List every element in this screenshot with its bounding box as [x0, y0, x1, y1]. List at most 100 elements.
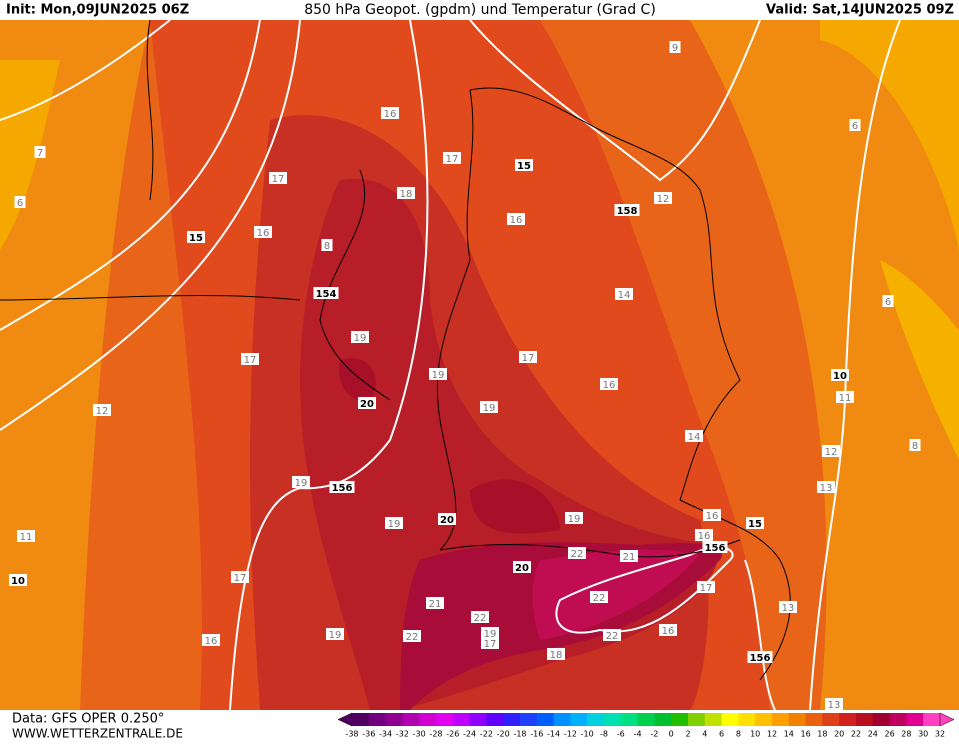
- contour-label: 19: [484, 629, 497, 640]
- label-box: [351, 331, 369, 343]
- colorbar-label: 6: [719, 730, 724, 739]
- label-box: [620, 550, 638, 562]
- colorbar-label: -2: [650, 730, 658, 739]
- colorbar-label: 32: [935, 730, 945, 739]
- contour-label: 19: [388, 519, 401, 530]
- contour-label: 9: [672, 43, 678, 54]
- contour-label: 6: [885, 297, 891, 308]
- contour-label: 154: [316, 289, 337, 300]
- colorbar-bin: [436, 713, 454, 726]
- colorbar-label: 30: [918, 730, 928, 739]
- label-box: [654, 192, 672, 204]
- label-box: [480, 401, 498, 413]
- label-box: [358, 397, 376, 409]
- contour-label: 12: [825, 447, 838, 458]
- colorbar-bin: [553, 713, 571, 726]
- colorbar-bin: [503, 713, 521, 726]
- colorbar-label: 2: [685, 730, 690, 739]
- contour-label: 22: [606, 631, 619, 642]
- label-box: [547, 648, 565, 660]
- colorbar-bin: [872, 713, 891, 726]
- contour-label: 18: [400, 189, 413, 200]
- colorbar-label: 14: [784, 730, 794, 739]
- label-box: [269, 172, 287, 184]
- contour-label: 8: [912, 441, 918, 452]
- label-box: [817, 481, 835, 493]
- colorbar-bin: [469, 713, 487, 726]
- contour-label: 8: [324, 241, 330, 252]
- label-box: [329, 481, 355, 493]
- label-box: [614, 204, 640, 216]
- contour-label: 17: [244, 355, 257, 366]
- colorbar-label: 8: [736, 730, 741, 739]
- colorbar-label: -18: [513, 730, 526, 739]
- label-box: [385, 517, 403, 529]
- label-box: [849, 119, 861, 131]
- contour-label: 10: [11, 576, 25, 587]
- colorbar-bin: [385, 713, 403, 726]
- label-box: [292, 476, 310, 488]
- colorbar-bin: [788, 713, 807, 726]
- contour-label: 6: [852, 121, 858, 132]
- label-box: [703, 509, 721, 521]
- contour-label: 16: [662, 626, 675, 637]
- colorbar-bin: [419, 713, 437, 726]
- contour-label: 16: [384, 109, 397, 120]
- label-box: [685, 430, 703, 442]
- contour-label: 20: [360, 399, 374, 410]
- label-box: [519, 351, 537, 363]
- colorbar-bin: [856, 713, 874, 726]
- colorbar-label: 0: [669, 730, 674, 739]
- colorbar-bin: [738, 713, 756, 726]
- colorbar-bin: [704, 713, 723, 726]
- colorbar-bin: [889, 713, 907, 726]
- colorbar-label: -24: [463, 730, 476, 739]
- label-box: [241, 353, 259, 365]
- colorbar-bin: [402, 713, 420, 726]
- map-field: [0, 20, 959, 710]
- contour-label: 158: [617, 206, 638, 217]
- label-box: [779, 601, 797, 613]
- label-box: [14, 196, 26, 208]
- label-box: [187, 231, 205, 243]
- contour-label: 19: [432, 370, 445, 381]
- contour-label: 11: [20, 532, 33, 543]
- contour-label: 16: [698, 531, 711, 542]
- colorbar-label: -14: [547, 730, 560, 739]
- init-time: Init: Mon,09JUN2025 06Z: [6, 3, 189, 18]
- label-box: [909, 439, 921, 451]
- contour-label: 19: [483, 403, 496, 414]
- contour-label: 156: [750, 653, 771, 664]
- colorbar-bin: [805, 713, 823, 726]
- contour-label: 22: [571, 549, 584, 560]
- contour-label: 19: [354, 333, 367, 344]
- contour-label: 16: [706, 511, 719, 522]
- contour-label: 19: [568, 514, 581, 525]
- colorbar-bin: [637, 713, 655, 726]
- label-box: [697, 581, 715, 593]
- colorbar-label: -26: [446, 730, 459, 739]
- colorbar-label: -6: [617, 730, 625, 739]
- colorbar-label: -38: [345, 730, 358, 739]
- contour-label: 16: [257, 228, 270, 239]
- contour-label: 7: [37, 148, 43, 159]
- label-box: [381, 107, 399, 119]
- contour-label: 15: [748, 519, 762, 530]
- colorbar-label: 12: [767, 730, 777, 739]
- contour-label: 12: [96, 406, 109, 417]
- colorbar-label: 22: [851, 730, 861, 739]
- colorbar-label: -20: [497, 730, 510, 739]
- colorbar-bin: [604, 713, 622, 726]
- contour-label: 15: [189, 233, 203, 244]
- contour-label: 22: [474, 613, 487, 624]
- label-box: [17, 530, 35, 542]
- colorbar-bin: [536, 713, 555, 726]
- contour-label: 14: [618, 290, 631, 301]
- contour-label: 20: [515, 563, 529, 574]
- colorbar-bin: [654, 713, 672, 726]
- label-box: [695, 529, 713, 541]
- label-box: [600, 378, 618, 390]
- colorbar-bin: [906, 713, 924, 726]
